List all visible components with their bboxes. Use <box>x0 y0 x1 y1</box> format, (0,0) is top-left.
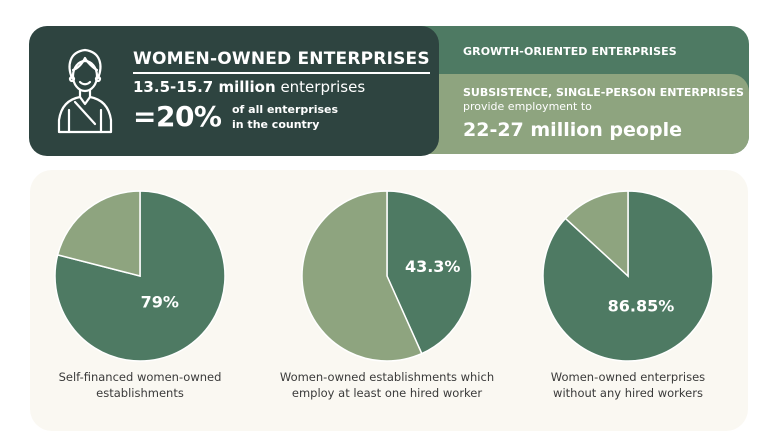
share-description-line2: in the country <box>232 118 320 131</box>
woman-icon <box>57 48 113 134</box>
pie-2-data-label: 43.3% <box>405 257 461 276</box>
enterprise-count: 13.5-15.7 million enterprises <box>133 78 365 96</box>
subsistence-subtitle: provide employment to <box>463 100 592 113</box>
pie-caption-1-line1: Self-financed women-owned <box>58 370 222 384</box>
pie-charts: 79% 43.3% 86.85% <box>54 190 714 362</box>
subsistence-value: 22-27 million people <box>463 119 682 141</box>
pie-caption-2-line2: employ at least one hired worker <box>291 386 483 400</box>
enterprise-count-value: 13.5-15.7 million <box>133 78 276 96</box>
share-percent: =20% <box>133 100 222 133</box>
headline-title: WOMEN-OWNED ENTERPRISES <box>133 49 430 74</box>
pie-caption-3: Women-owned enterprises without any hire… <box>508 369 748 401</box>
pie-caption-1: Self-financed women-owned establishments <box>20 369 260 401</box>
top-banner: GROWTH-ORIENTED ENTERPRISES SUBSISTENCE,… <box>29 26 750 156</box>
pie-caption-2-line1: Women-owned establishments which <box>279 370 495 384</box>
pie-caption-2: Women-owned establishments which employ … <box>267 369 507 401</box>
pie-3-data-label: 86.85% <box>608 297 675 316</box>
pie-1-data-label: 79% <box>141 293 179 312</box>
pie-caption-1-line2: establishments <box>96 386 184 400</box>
women-owned-card: WOMEN-OWNED ENTERPRISES 13.5-15.7 millio… <box>29 26 439 156</box>
pie-1-slice-1 <box>54 190 226 362</box>
enterprise-count-unit: enterprises <box>280 78 366 96</box>
subsistence-title: SUBSISTENCE, SINGLE-PERSON ENTERPRISES <box>463 86 744 99</box>
pie-3-slice-2 <box>564 190 629 278</box>
pie-caption-3-line2: without any hired workers <box>553 386 703 400</box>
pie-2-slice-1 <box>386 190 473 355</box>
pie-1-slice-2 <box>56 190 141 277</box>
pie-2-slice-2 <box>301 190 423 362</box>
pie-caption-3-line1: Women-owned enterprises <box>550 370 706 384</box>
growth-oriented-label: GROWTH-ORIENTED ENTERPRISES <box>463 45 677 58</box>
share-description: of all enterprises in the country <box>232 102 338 132</box>
pie-charts-panel: 79% 43.3% 86.85% Self-financed women-owned… <box>30 170 748 431</box>
share-description-line1: of all enterprises <box>232 103 339 116</box>
subsistence-card: SUBSISTENCE, SINGLE-PERSON ENTERPRISES p… <box>379 74 749 154</box>
